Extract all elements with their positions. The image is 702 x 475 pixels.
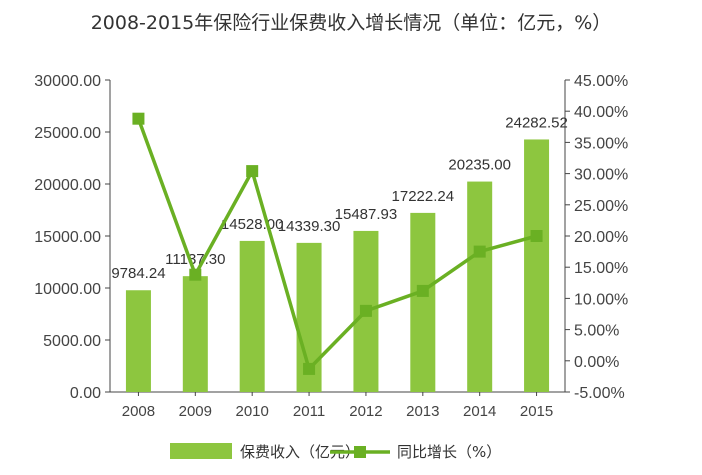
bar-value-label: 9784.24 xyxy=(111,265,165,282)
x-tick-label: 2010 xyxy=(236,403,269,420)
left-tick-label: 0.00 xyxy=(70,385,101,402)
bar-value-label: 15487.93 xyxy=(335,206,398,223)
growth-point-2010 xyxy=(246,165,259,178)
legend-bar-swatch xyxy=(170,443,232,459)
growth-point-2011 xyxy=(303,362,316,375)
x-tick-label: 2014 xyxy=(463,403,496,420)
legend-line-marker xyxy=(354,446,366,458)
bar-value-label: 20235.00 xyxy=(448,157,511,174)
bar-value-label: 17222.24 xyxy=(392,188,455,205)
bar-2015 xyxy=(524,139,550,392)
right-tick-label: 15.00% xyxy=(574,260,628,277)
bar-2008 xyxy=(125,290,151,392)
growth-line xyxy=(136,118,538,371)
right-tick-label: 0.00% xyxy=(574,354,619,371)
right-tick-label: 30.00% xyxy=(574,167,628,184)
bar-value-label: 14339.30 xyxy=(278,218,341,235)
growth-point-2012 xyxy=(359,304,372,317)
legend-line-label: 同比增长（%） xyxy=(397,443,501,461)
left-tick-label: 25000.00 xyxy=(34,125,101,142)
right-tick-label: -5.00% xyxy=(574,385,625,402)
left-tick-label: 20000.00 xyxy=(34,177,101,194)
right-tick-label: 45.00% xyxy=(574,73,628,90)
growth-point-2009 xyxy=(189,268,202,281)
bar-value-label: 14528.00 xyxy=(221,216,284,233)
left-tick-label: 10000.00 xyxy=(34,281,101,298)
x-tick-label: 2012 xyxy=(349,403,382,420)
right-tick-label: 40.00% xyxy=(574,104,628,121)
x-tick-label: 2009 xyxy=(179,403,212,420)
right-tick-label: 20.00% xyxy=(574,229,628,246)
growth-point-2015 xyxy=(530,230,543,242)
right-tick-label: 35.00% xyxy=(574,135,628,152)
bar-value-label: 24282.52 xyxy=(505,114,568,131)
x-tick-label: 2008 xyxy=(122,403,155,420)
right-tick-label: 25.00% xyxy=(574,198,628,215)
left-tick-label: 15000.00 xyxy=(34,229,101,246)
left-tick-label: 30000.00 xyxy=(34,73,101,90)
bar-2014 xyxy=(467,181,493,392)
bar-2010 xyxy=(239,240,265,392)
growth-point-2013 xyxy=(416,284,429,297)
growth-point-2014 xyxy=(473,245,486,258)
left-tick-label: 5000.00 xyxy=(43,333,101,350)
legend-bar-label: 保费收入（亿元） xyxy=(240,443,360,461)
right-tick-label: 10.00% xyxy=(574,291,628,308)
right-tick-label: 5.00% xyxy=(574,323,619,340)
bar-2013 xyxy=(410,212,436,392)
x-tick-label: 2011 xyxy=(293,403,325,420)
x-tick-label: 2015 xyxy=(520,403,553,420)
x-tick-label: 2013 xyxy=(406,403,439,420)
bar-2009 xyxy=(182,276,208,392)
growth-point-2008 xyxy=(132,112,145,125)
chart-title: 2008-2015年保险行业保费收入增长情况（单位：亿元，%） xyxy=(90,12,612,34)
bar-value-label: 11137.30 xyxy=(165,251,225,268)
